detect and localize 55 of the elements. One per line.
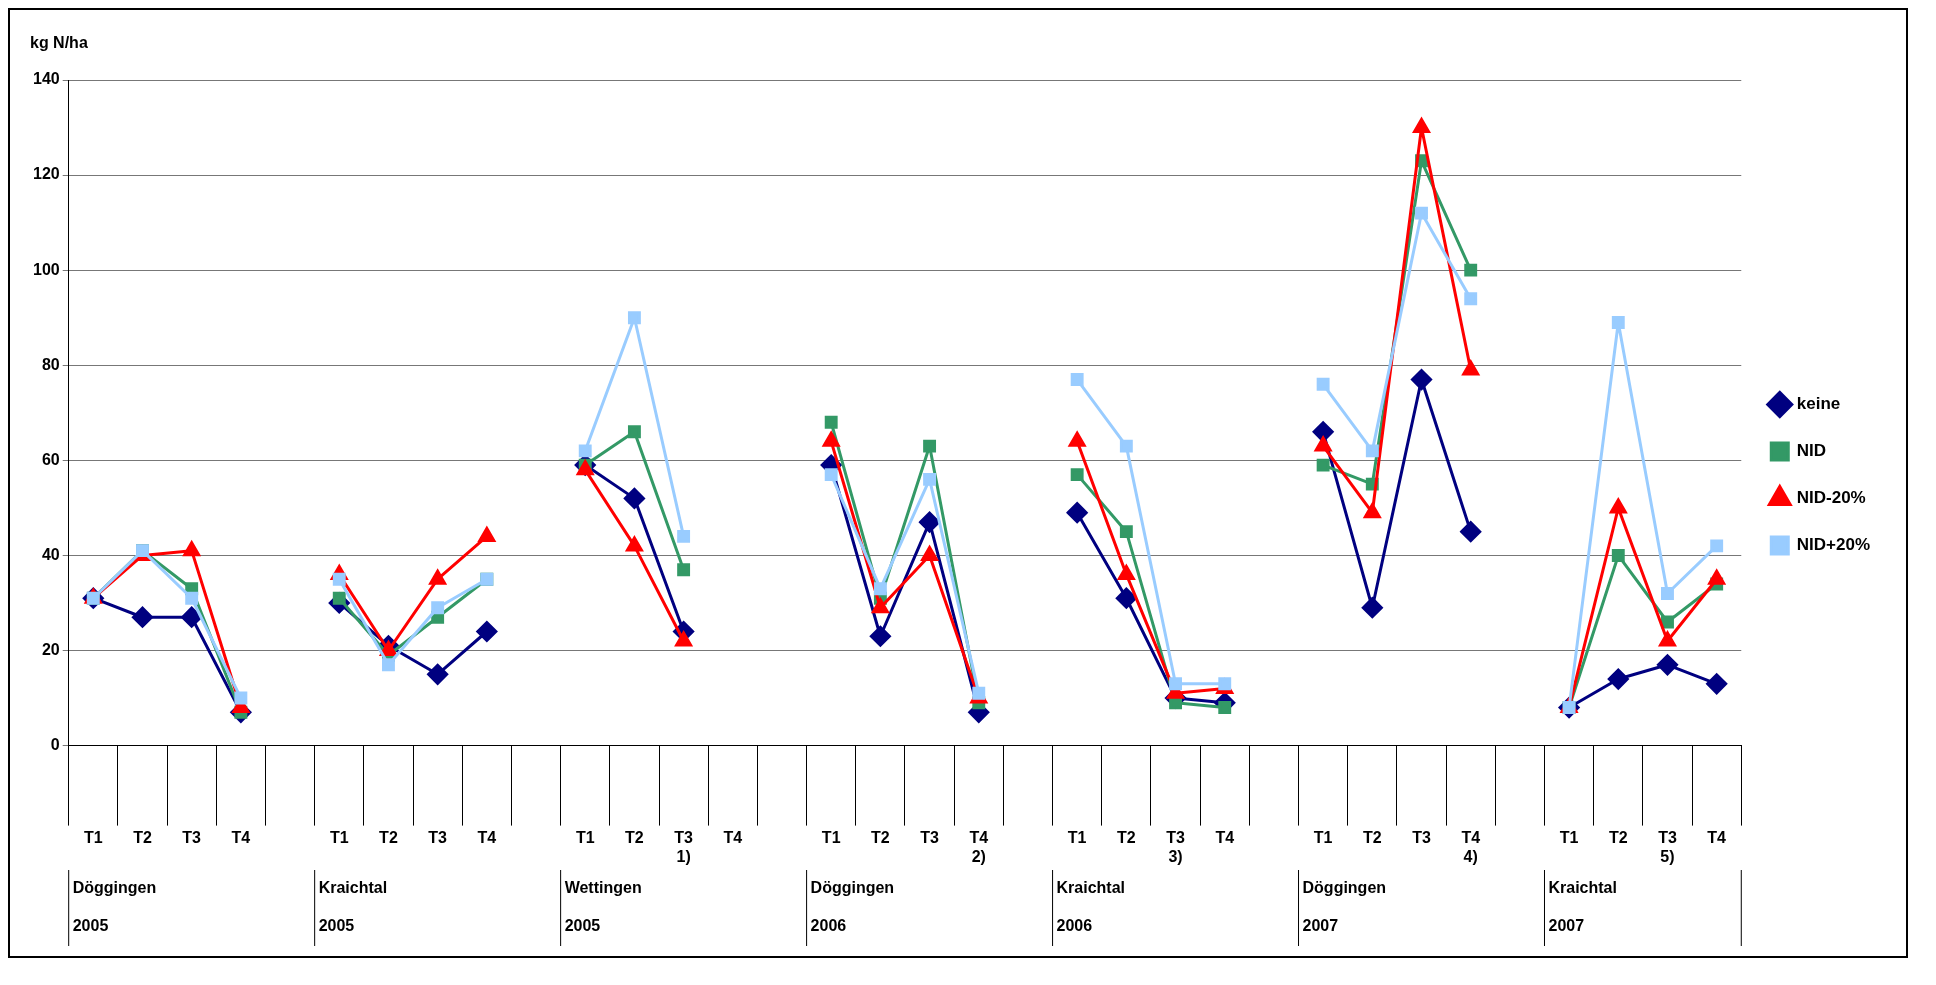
legend-label: NID+20% [1796, 535, 1870, 555]
x-tick-label: T3 [1412, 828, 1431, 846]
text: 2006 [810, 917, 847, 935]
text: 2007 [1548, 917, 1585, 935]
text: Döggingen [1302, 879, 1387, 897]
text: 2005 [564, 917, 601, 935]
x-tick-label: T3 5) [1658, 828, 1677, 865]
legend-label: NID-20% [1796, 488, 1866, 508]
y-tick-label: 140 [32, 70, 60, 88]
text: Döggingen [810, 879, 895, 897]
x-tick-label: T1 [1313, 828, 1333, 846]
legend-label: keine [1796, 394, 1841, 414]
y-tick-label: 100 [32, 260, 60, 278]
text: 2007 [1302, 917, 1339, 935]
x-tick-label: T2 [133, 828, 152, 846]
text: 2005 [318, 917, 355, 935]
text: Kraichtal [318, 879, 388, 897]
text: Kraichtal [1056, 879, 1126, 897]
x-tick-label: T1 [1067, 828, 1087, 846]
legend-label: NID [1796, 441, 1827, 461]
x-tick-label: T4 2) [969, 828, 989, 865]
y-axis-title: kg N/ha [30, 34, 88, 52]
y-tick-label: 0 [50, 736, 60, 754]
y-tick-label: 40 [41, 545, 60, 563]
x-tick-label: T3 [920, 828, 940, 846]
y-tick-label: 120 [32, 165, 60, 183]
x-tick-label: T1 [1559, 828, 1579, 846]
x-tick-label: T4 [723, 828, 743, 846]
y-tick-label: 60 [41, 450, 60, 468]
x-tick-label: T3 1) [674, 828, 694, 865]
x-tick-label: T2 [871, 828, 890, 846]
x-tick-label: T2 [379, 828, 398, 846]
x-tick-label: T2 [1608, 828, 1628, 846]
x-tick-label: T1 [329, 828, 349, 846]
text: 2006 [1056, 917, 1093, 935]
x-tick-label: T1 [575, 828, 595, 846]
y-tick-label: 80 [41, 355, 60, 373]
x-tick-label: T3 [428, 828, 448, 846]
x-tick-label: T3 3) [1166, 828, 1185, 865]
x-tick-label: T4 [231, 828, 251, 846]
y-tick-label: 20 [41, 640, 60, 658]
x-tick-label: T2 [625, 828, 644, 846]
x-tick-label: T4 [477, 828, 497, 846]
text: 2005 [72, 917, 109, 935]
x-tick-label: T1 [83, 828, 103, 846]
x-tick-label: T4 4) [1461, 828, 1481, 865]
x-tick-label: T1 [821, 828, 841, 846]
text: Wettingen [564, 879, 642, 897]
text: Kraichtal [1548, 879, 1617, 897]
x-tick-label: T4 [1707, 828, 1727, 846]
text: Döggingen [72, 879, 157, 897]
x-tick-label: T2 [1362, 828, 1382, 846]
x-tick-label: T2 [1117, 828, 1136, 846]
x-tick-label: T4 [1215, 828, 1235, 846]
x-tick-label: T3 [182, 828, 202, 846]
